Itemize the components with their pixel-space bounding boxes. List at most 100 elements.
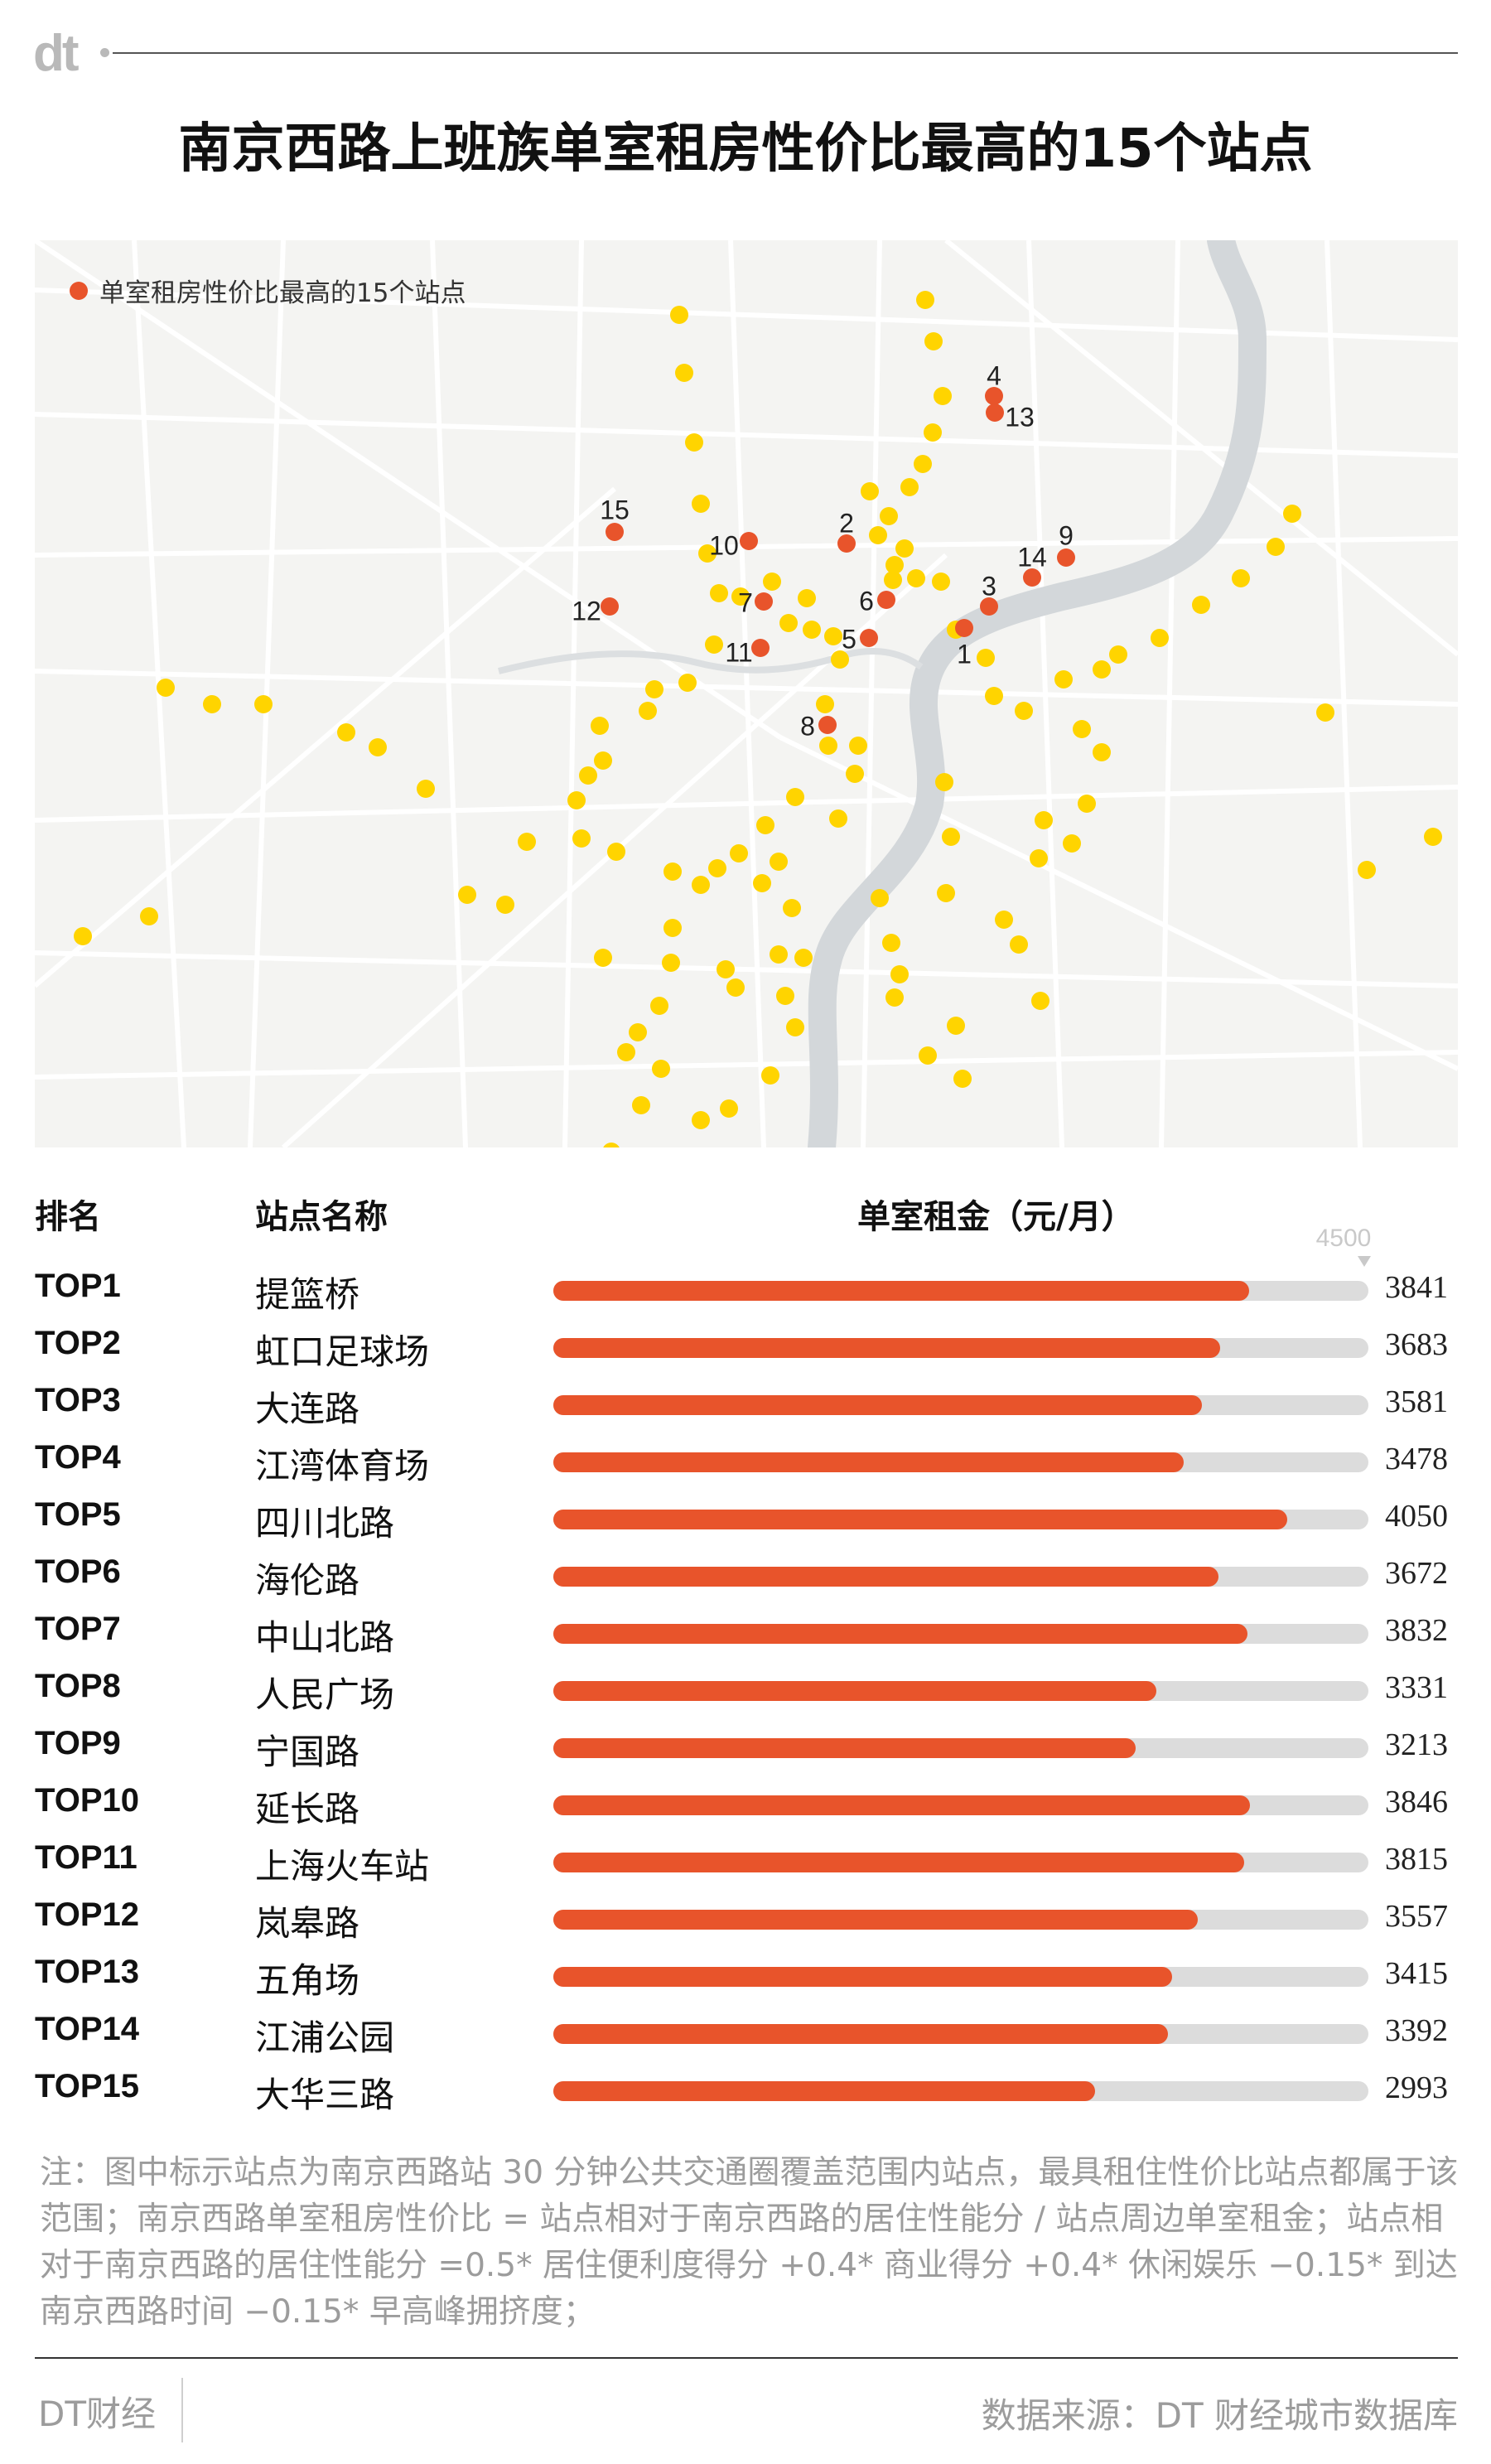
rent-value: 2993	[1385, 2070, 1448, 2105]
top15-label: 9	[1059, 520, 1074, 550]
rent-value: 3672	[1385, 1556, 1448, 1591]
table-row: TOP9 宁国路 3213	[0, 1718, 1491, 1775]
station-dot	[632, 1096, 650, 1114]
station-dot	[1232, 569, 1250, 587]
station-dot	[916, 291, 934, 309]
rent-bar	[553, 1624, 1247, 1644]
station-name: 大连路	[255, 1389, 360, 1429]
station-dot	[753, 874, 771, 892]
table-row: TOP6 海伦路 3672	[0, 1546, 1491, 1603]
map-road	[1026, 240, 1064, 1147]
station-dot	[1073, 720, 1091, 738]
station-dot	[675, 364, 693, 382]
station-dot	[890, 965, 909, 983]
bar-track	[553, 1681, 1368, 1701]
station-dot	[705, 635, 723, 654]
station-dot	[885, 988, 904, 1007]
station-dot	[1063, 834, 1081, 853]
rank-label: TOP3	[35, 1382, 121, 1418]
station-dot	[761, 1066, 779, 1085]
station-name: 江湾体育场	[255, 1446, 430, 1486]
station-dot	[591, 717, 609, 735]
station-dot	[1267, 538, 1285, 556]
rank-label: TOP15	[35, 2068, 139, 2104]
top15-label: 7	[738, 587, 753, 617]
top15-label: 14	[1017, 542, 1047, 572]
table-row: TOP12 岚皋路 3557	[0, 1889, 1491, 1946]
table-row: TOP1 提篮桥 3841	[0, 1260, 1491, 1317]
rent-value: 3581	[1385, 1384, 1448, 1419]
rank-label: TOP11	[35, 1839, 138, 1876]
station-dot	[985, 687, 1003, 705]
station-dot	[794, 949, 813, 967]
header-rent: 单室租金（元/月）	[857, 1198, 1135, 1236]
station-dot	[254, 695, 273, 713]
station-dot	[824, 627, 842, 645]
station-dot	[458, 886, 476, 904]
station-name: 宁国路	[255, 1732, 360, 1772]
map-road	[35, 785, 1458, 823]
station-dot	[726, 978, 745, 997]
station-dot	[756, 816, 774, 834]
station-dot	[882, 934, 900, 952]
station-dot	[831, 650, 849, 669]
station-dot	[645, 680, 663, 698]
map-road	[35, 412, 1458, 458]
bar-track	[553, 1510, 1368, 1529]
station-dot	[895, 539, 914, 558]
top15-dot	[818, 716, 837, 734]
top15-dot	[601, 597, 619, 616]
bar-track	[553, 2081, 1368, 2101]
station-dot	[947, 1017, 965, 1035]
station-dot	[1283, 505, 1301, 523]
table-row: TOP8 人民广场 3331	[0, 1660, 1491, 1718]
top15-label: 12	[572, 596, 601, 626]
station-dot	[579, 766, 597, 785]
rank-label: TOP8	[35, 1668, 121, 1704]
top15-label: 3	[982, 571, 996, 601]
station-dot	[594, 949, 612, 967]
station-dot	[1093, 743, 1111, 761]
station-dot	[518, 833, 536, 851]
top15-dot	[877, 591, 895, 609]
station-dot	[567, 791, 586, 809]
station-dot	[880, 507, 898, 525]
rent-bar	[553, 1281, 1249, 1301]
station-dot	[846, 765, 864, 783]
station-dot	[783, 899, 801, 917]
chart-title: 南京西路上班族单室租房性价比最高的15个站点	[178, 118, 1313, 180]
rent-value: 3213	[1385, 1727, 1448, 1762]
station-dot	[803, 621, 821, 639]
footer-separator	[181, 2378, 183, 2442]
station-dot	[861, 482, 879, 500]
table-row: TOP11 上海火车站 3815	[0, 1832, 1491, 1889]
station-dot	[770, 853, 788, 871]
station-dot	[710, 584, 728, 602]
station-dot	[203, 695, 221, 713]
bar-track	[553, 1338, 1368, 1358]
station-name: 海伦路	[255, 1560, 360, 1601]
table-row: TOP4 江湾体育场 3478	[0, 1432, 1491, 1489]
rank-label: TOP12	[35, 1896, 139, 1933]
top15-dot	[755, 592, 773, 611]
station-name: 延长路	[255, 1789, 360, 1829]
top15-dot	[1023, 568, 1041, 587]
top15-label: 4	[987, 360, 1001, 390]
station-dot	[924, 423, 942, 442]
station-dot	[417, 780, 435, 798]
station-dot	[819, 737, 837, 755]
top15-label: 13	[1005, 402, 1035, 432]
station-dot	[140, 907, 158, 925]
top15-label: 10	[709, 530, 739, 560]
station-dot	[1078, 795, 1096, 813]
rent-value: 3841	[1385, 1270, 1448, 1305]
map-road	[35, 950, 1458, 988]
station-dot	[798, 589, 816, 607]
station-dot	[885, 556, 904, 574]
table-row: TOP2 虹口足球场 3683	[0, 1317, 1491, 1375]
logo-dot	[100, 48, 109, 57]
top15-dot	[986, 403, 1004, 422]
station-dot	[995, 911, 1013, 929]
top15-label: 1	[957, 639, 972, 669]
